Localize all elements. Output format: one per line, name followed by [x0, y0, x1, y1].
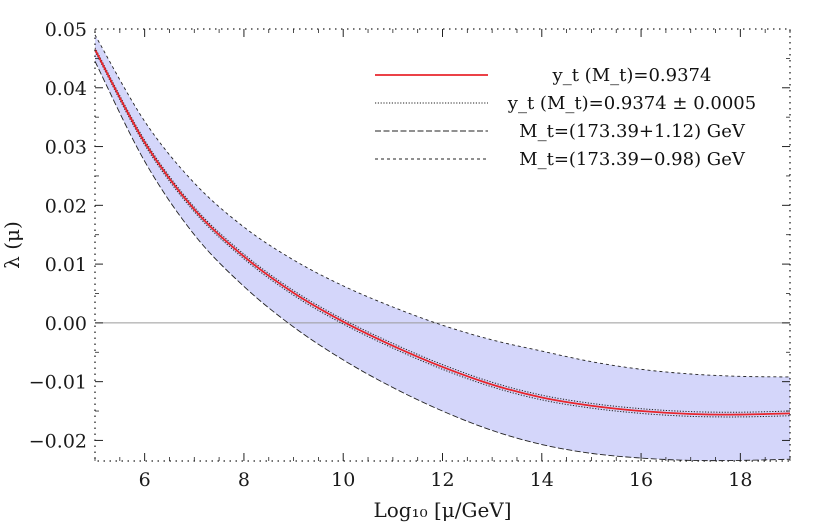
- y-tick-label-top: 0.05: [45, 19, 87, 41]
- y-tick-label: 0.02: [45, 195, 87, 217]
- legend-label: y_t (M_t)=0.9374: [552, 65, 712, 86]
- x-tick-label: 6: [139, 469, 151, 491]
- y-tick-label: 0.04: [45, 78, 87, 100]
- y-tick-label: 0.01: [45, 254, 87, 276]
- y-tick-label: 0.03: [45, 137, 87, 159]
- x-tick-label: 8: [238, 469, 250, 491]
- x-axis-title: Log₁₀ [μ/GeV]: [373, 498, 511, 522]
- x-tick-label: 10: [331, 469, 355, 491]
- x-tick-label: 14: [530, 469, 554, 491]
- series-line-solid-4: [94, 49, 791, 416]
- ticks-layer: 6 8 10 12 14 16 18 0.04 0.03 0.02 0.01 0.00 −0.01 −0.…: [29, 19, 791, 491]
- x-tick-label: 12: [430, 469, 454, 491]
- legend-label: M_t=(173.39−0.98) GeV: [519, 149, 746, 170]
- series-line-short-dash-3: [94, 34, 791, 378]
- y-tick-label: −0.01: [29, 372, 87, 394]
- legend-label: M_t=(173.39+1.12) GeV: [519, 121, 746, 142]
- legend-label: y_t (M_t)=0.9374 ± 0.0005: [507, 93, 756, 114]
- y-tick-label: −0.02: [29, 430, 87, 452]
- x-tick-label: 16: [629, 469, 653, 491]
- y-axis-title: λ (μ): [0, 221, 24, 269]
- y-tick-label: 0.00: [45, 313, 87, 335]
- series-layer: [94, 34, 791, 462]
- legend: y_t (M_t)=0.9374 y_t (M_t)=0.9374 ± 0.000…: [375, 65, 756, 170]
- series-line-long-dash-2: [94, 61, 791, 462]
- x-tick-label: 18: [728, 469, 752, 491]
- series-line-dotted-1: [94, 47, 791, 413]
